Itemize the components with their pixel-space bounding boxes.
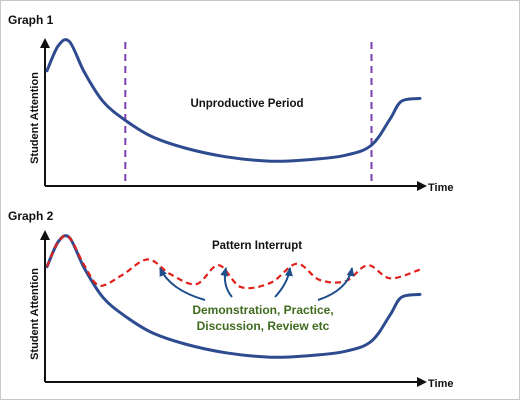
graph-2: Graph 2 Time Student Attention Pattern I… [8, 209, 453, 390]
graph-2-y-label: Student Attention [29, 268, 41, 360]
callout-arrow-3 [274, 267, 293, 298]
graph-1-title: Graph 1 [8, 13, 54, 27]
callout-arrow-1 [159, 267, 206, 301]
graph-1: Graph 1 Time Student Attention Unproduct… [8, 13, 453, 194]
callout-arrow-4 [317, 267, 355, 301]
callout-text-line-1: Demonstration, Practice, [192, 303, 333, 317]
graph-2-title: Graph 2 [8, 209, 54, 223]
callout-arrow-2 [220, 267, 233, 298]
graph-2-annotation-pattern-interrupt: Pattern Interrupt [212, 240, 302, 252]
callout-arrows [159, 267, 355, 301]
graph-2-attention-line [45, 234, 422, 359]
callout-text-line-2: Discussion, Review etc [197, 319, 330, 333]
graph-2-x-label: Time [428, 378, 453, 390]
graph-1-x-label: Time [428, 182, 453, 194]
graph-1-annotation-unproductive-period: Unproductive Period [190, 98, 303, 110]
graph-1-attention-line [45, 38, 422, 163]
graph-1-y-label: Student Attention [29, 72, 41, 164]
